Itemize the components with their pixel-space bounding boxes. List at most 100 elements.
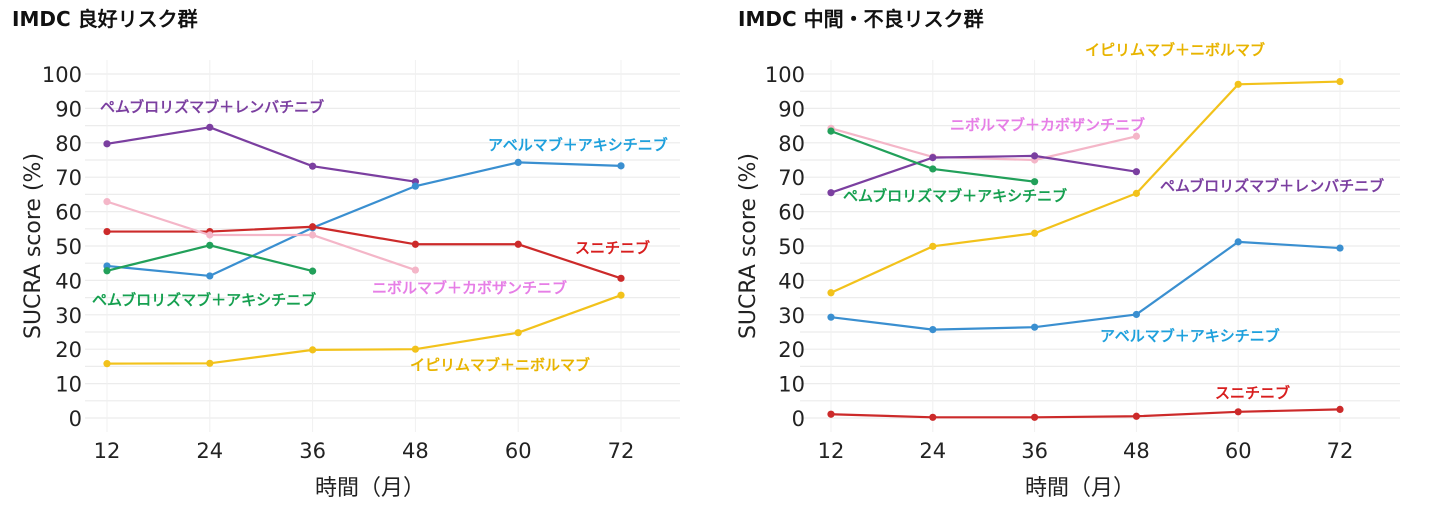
x-tick-label: 60 bbox=[1225, 439, 1252, 463]
series-label: ニボルマブ＋カボザンチニブ bbox=[372, 279, 567, 297]
series-line bbox=[106, 161, 622, 278]
data-point bbox=[103, 227, 111, 236]
x-tick-label: 48 bbox=[402, 439, 429, 463]
series-line bbox=[106, 294, 622, 365]
chart-2: IMDC 中間・不良リスク群 0 10 20 30 40 50 60 70 80 90 100 12 24… bbox=[736, 7, 1400, 501]
series-4: ペムブロリズマブ＋アキシチニブ bbox=[827, 127, 1067, 205]
y-tick-label: 20 bbox=[778, 338, 805, 362]
y-tick-label: 60 bbox=[778, 201, 805, 225]
data-point bbox=[617, 291, 625, 299]
series-label: ニボルマブ＋カボザンチニブ bbox=[950, 116, 1145, 134]
data-point bbox=[1031, 323, 1039, 331]
data-point bbox=[929, 325, 937, 334]
series-line bbox=[106, 200, 416, 272]
y-tick-label: 80 bbox=[55, 132, 82, 156]
series-label: ペムブロリズマブ＋アキシチニブ bbox=[843, 187, 1067, 205]
chart-title: IMDC 良好リスク群 bbox=[12, 7, 198, 31]
data-point bbox=[827, 127, 835, 135]
data-point bbox=[514, 158, 522, 167]
y-tick-label: 0 bbox=[792, 407, 805, 431]
data-point bbox=[1132, 168, 1140, 176]
y-tick-label: 10 bbox=[55, 373, 82, 397]
data-point bbox=[929, 413, 937, 421]
series-line bbox=[830, 408, 1341, 419]
y-axis-label: SUCRA score (%) bbox=[21, 153, 46, 339]
y-tick-label: 40 bbox=[55, 269, 82, 293]
y-tick-label: 70 bbox=[55, 166, 82, 190]
data-point bbox=[206, 359, 214, 367]
data-point bbox=[1031, 178, 1039, 186]
y-tick-label: 30 bbox=[778, 304, 805, 328]
data-point bbox=[103, 140, 111, 148]
series-line bbox=[830, 240, 1341, 331]
x-tick-label: 12 bbox=[818, 439, 845, 463]
x-tick-label: 36 bbox=[1021, 439, 1048, 463]
data-point bbox=[929, 153, 937, 162]
series-line bbox=[107, 225, 622, 280]
chart-1: IMDC 良好リスク群 0 10 20 30 40 50 60 70 80 90 100 12 24 36 4… bbox=[12, 7, 680, 501]
data-point bbox=[1132, 189, 1140, 197]
series-1: ペムブロリズマブ＋レンバチニブ bbox=[100, 98, 419, 186]
series-1: イピリムマブ＋ニボルマブ bbox=[827, 41, 1344, 297]
data-point bbox=[103, 198, 111, 206]
data-point bbox=[206, 123, 214, 131]
x-tick-label: 72 bbox=[1327, 439, 1354, 463]
y-tick-label: 90 bbox=[55, 97, 82, 121]
data-point bbox=[1031, 413, 1039, 421]
series-line bbox=[106, 126, 416, 183]
data-point bbox=[827, 410, 835, 418]
data-point bbox=[411, 345, 419, 353]
series-line bbox=[830, 80, 1341, 294]
data-point bbox=[1234, 238, 1242, 246]
data-point bbox=[103, 360, 111, 368]
data-point bbox=[514, 329, 522, 337]
series-6: スニチニブ bbox=[827, 384, 1344, 421]
data-point bbox=[1132, 132, 1140, 140]
data-point bbox=[309, 231, 317, 239]
series-3: スニチニブ bbox=[103, 223, 650, 282]
series-2: アベルマブ＋アキシチニブ bbox=[103, 136, 668, 280]
y-tick-label: 60 bbox=[55, 201, 82, 225]
chart-title: IMDC 中間・不良リスク群 bbox=[738, 7, 984, 31]
series-label: アベルマブ＋アキシチニブ bbox=[1100, 327, 1280, 345]
y-tick-label: 50 bbox=[778, 235, 805, 259]
series-2: ニボルマブ＋カボザンチニブ bbox=[827, 116, 1145, 164]
data-point bbox=[929, 165, 937, 173]
x-axis-label: 時間（月） bbox=[315, 476, 425, 501]
data-point bbox=[617, 274, 625, 282]
data-point bbox=[1132, 412, 1140, 420]
data-point bbox=[1234, 408, 1242, 416]
data-point bbox=[309, 162, 317, 170]
x-tick-label: 24 bbox=[919, 439, 946, 463]
data-point bbox=[1234, 80, 1242, 88]
data-point bbox=[309, 346, 317, 354]
series-5: ペムブロリズマブ＋アキシチニブ bbox=[92, 241, 317, 309]
x-axis-label: 時間（月） bbox=[1025, 476, 1135, 501]
series-6: イピリムマブ＋ニボルマブ bbox=[103, 291, 625, 374]
series-label: ペムブロリズマブ＋アキシチニブ bbox=[92, 291, 316, 309]
data-point bbox=[206, 231, 214, 239]
y-axis-label: SUCRA score (%) bbox=[736, 153, 761, 339]
series-line bbox=[830, 154, 1137, 194]
y-tick-label: 90 bbox=[778, 97, 805, 121]
series-3: ペムブロリズマブ＋レンバチニブ bbox=[827, 152, 1384, 197]
series-5: アベルマブ＋アキシチニブ bbox=[827, 238, 1344, 345]
series-label: イピリムマブ＋ニボルマブ bbox=[1085, 41, 1265, 59]
data-point bbox=[827, 313, 835, 321]
data-point bbox=[1132, 310, 1140, 319]
data-point bbox=[827, 289, 835, 297]
data-point bbox=[309, 267, 317, 275]
series-label: ペムブロリズマブ＋レンバチニブ bbox=[100, 98, 324, 116]
data-point bbox=[1031, 229, 1039, 237]
x-tick-label: 60 bbox=[505, 439, 532, 463]
y-tick-label: 100 bbox=[765, 63, 805, 87]
series-label: イピリムマブ＋ニボルマブ bbox=[410, 356, 590, 374]
data-point bbox=[1336, 244, 1344, 252]
series-line bbox=[830, 127, 1137, 162]
y-tick-label: 50 bbox=[55, 235, 82, 259]
data-point bbox=[1336, 77, 1344, 86]
y-tick-label: 30 bbox=[55, 304, 82, 328]
x-tick-label: 24 bbox=[196, 439, 223, 463]
y-tick-label: 80 bbox=[778, 132, 805, 156]
